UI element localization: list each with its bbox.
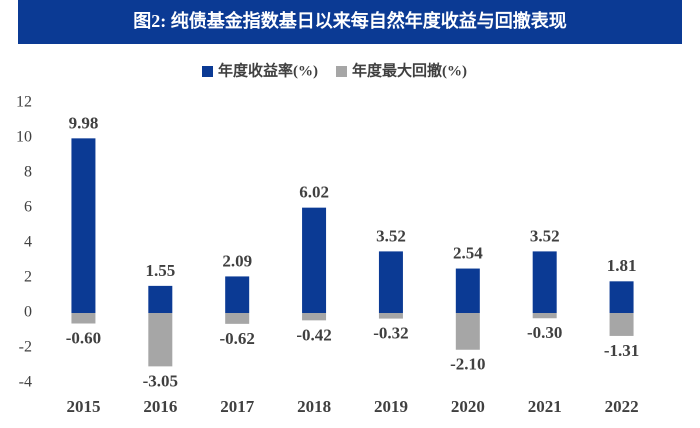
data-label: 3.52 <box>376 226 406 245</box>
bar <box>532 313 557 319</box>
data-label: 6.02 <box>299 183 329 202</box>
y-tick-label: 2 <box>24 269 32 286</box>
data-label: 1.55 <box>145 261 175 280</box>
data-label: -0.32 <box>373 324 408 343</box>
x-tick-label: 2019 <box>374 397 408 416</box>
title-banner <box>18 0 682 44</box>
bar <box>378 251 403 313</box>
data-label: -0.30 <box>527 323 562 342</box>
data-label: 2.09 <box>222 251 252 270</box>
bar <box>378 313 403 319</box>
bar <box>148 313 173 367</box>
chart-title: 图2: 纯债基金指数基日以来每自然年度收益与回撤表现 <box>133 10 567 31</box>
data-label: -0.60 <box>66 328 101 347</box>
data-label: -0.62 <box>219 329 254 348</box>
data-label: 2.54 <box>453 243 483 262</box>
y-tick-label: 10 <box>16 129 32 146</box>
x-tick-label: 2018 <box>297 397 331 416</box>
x-tick-label: 2022 <box>605 397 639 416</box>
y-tick-label: 0 <box>24 304 32 321</box>
data-label: 9.98 <box>69 113 99 132</box>
bar <box>71 138 96 313</box>
y-tick-label: 6 <box>24 199 32 216</box>
data-label: -1.31 <box>604 341 639 360</box>
bar <box>609 313 634 336</box>
legend-label: 年度收益率(%) <box>218 61 318 79</box>
bar <box>455 268 480 313</box>
bar <box>455 313 480 350</box>
y-tick-label: 12 <box>16 94 32 111</box>
bar <box>302 207 327 313</box>
data-label: -0.42 <box>296 325 331 344</box>
x-tick-label: 2015 <box>66 397 100 416</box>
y-tick-label: 4 <box>24 234 32 251</box>
x-tick-label: 2016 <box>143 397 177 416</box>
bar <box>532 251 557 313</box>
x-tick-label: 2017 <box>220 397 255 416</box>
data-label: 1.81 <box>607 256 637 275</box>
bar <box>225 276 250 313</box>
y-tick-label: 8 <box>24 164 32 181</box>
bar <box>71 313 96 324</box>
legend-swatch <box>336 66 347 77</box>
x-tick-label: 2021 <box>528 397 562 416</box>
data-label: -3.05 <box>143 371 178 390</box>
x-tick-label: 2020 <box>451 397 485 416</box>
y-tick-label: -2 <box>19 339 32 356</box>
bar <box>225 313 250 324</box>
legend-swatch <box>202 66 213 77</box>
data-label: -2.10 <box>450 355 485 374</box>
bar <box>148 285 173 313</box>
y-tick-label: -4 <box>19 374 32 391</box>
legend-label: 年度最大回撤(%) <box>352 61 467 79</box>
bar <box>609 281 634 313</box>
bar <box>302 313 327 321</box>
data-label: 3.52 <box>530 226 560 245</box>
